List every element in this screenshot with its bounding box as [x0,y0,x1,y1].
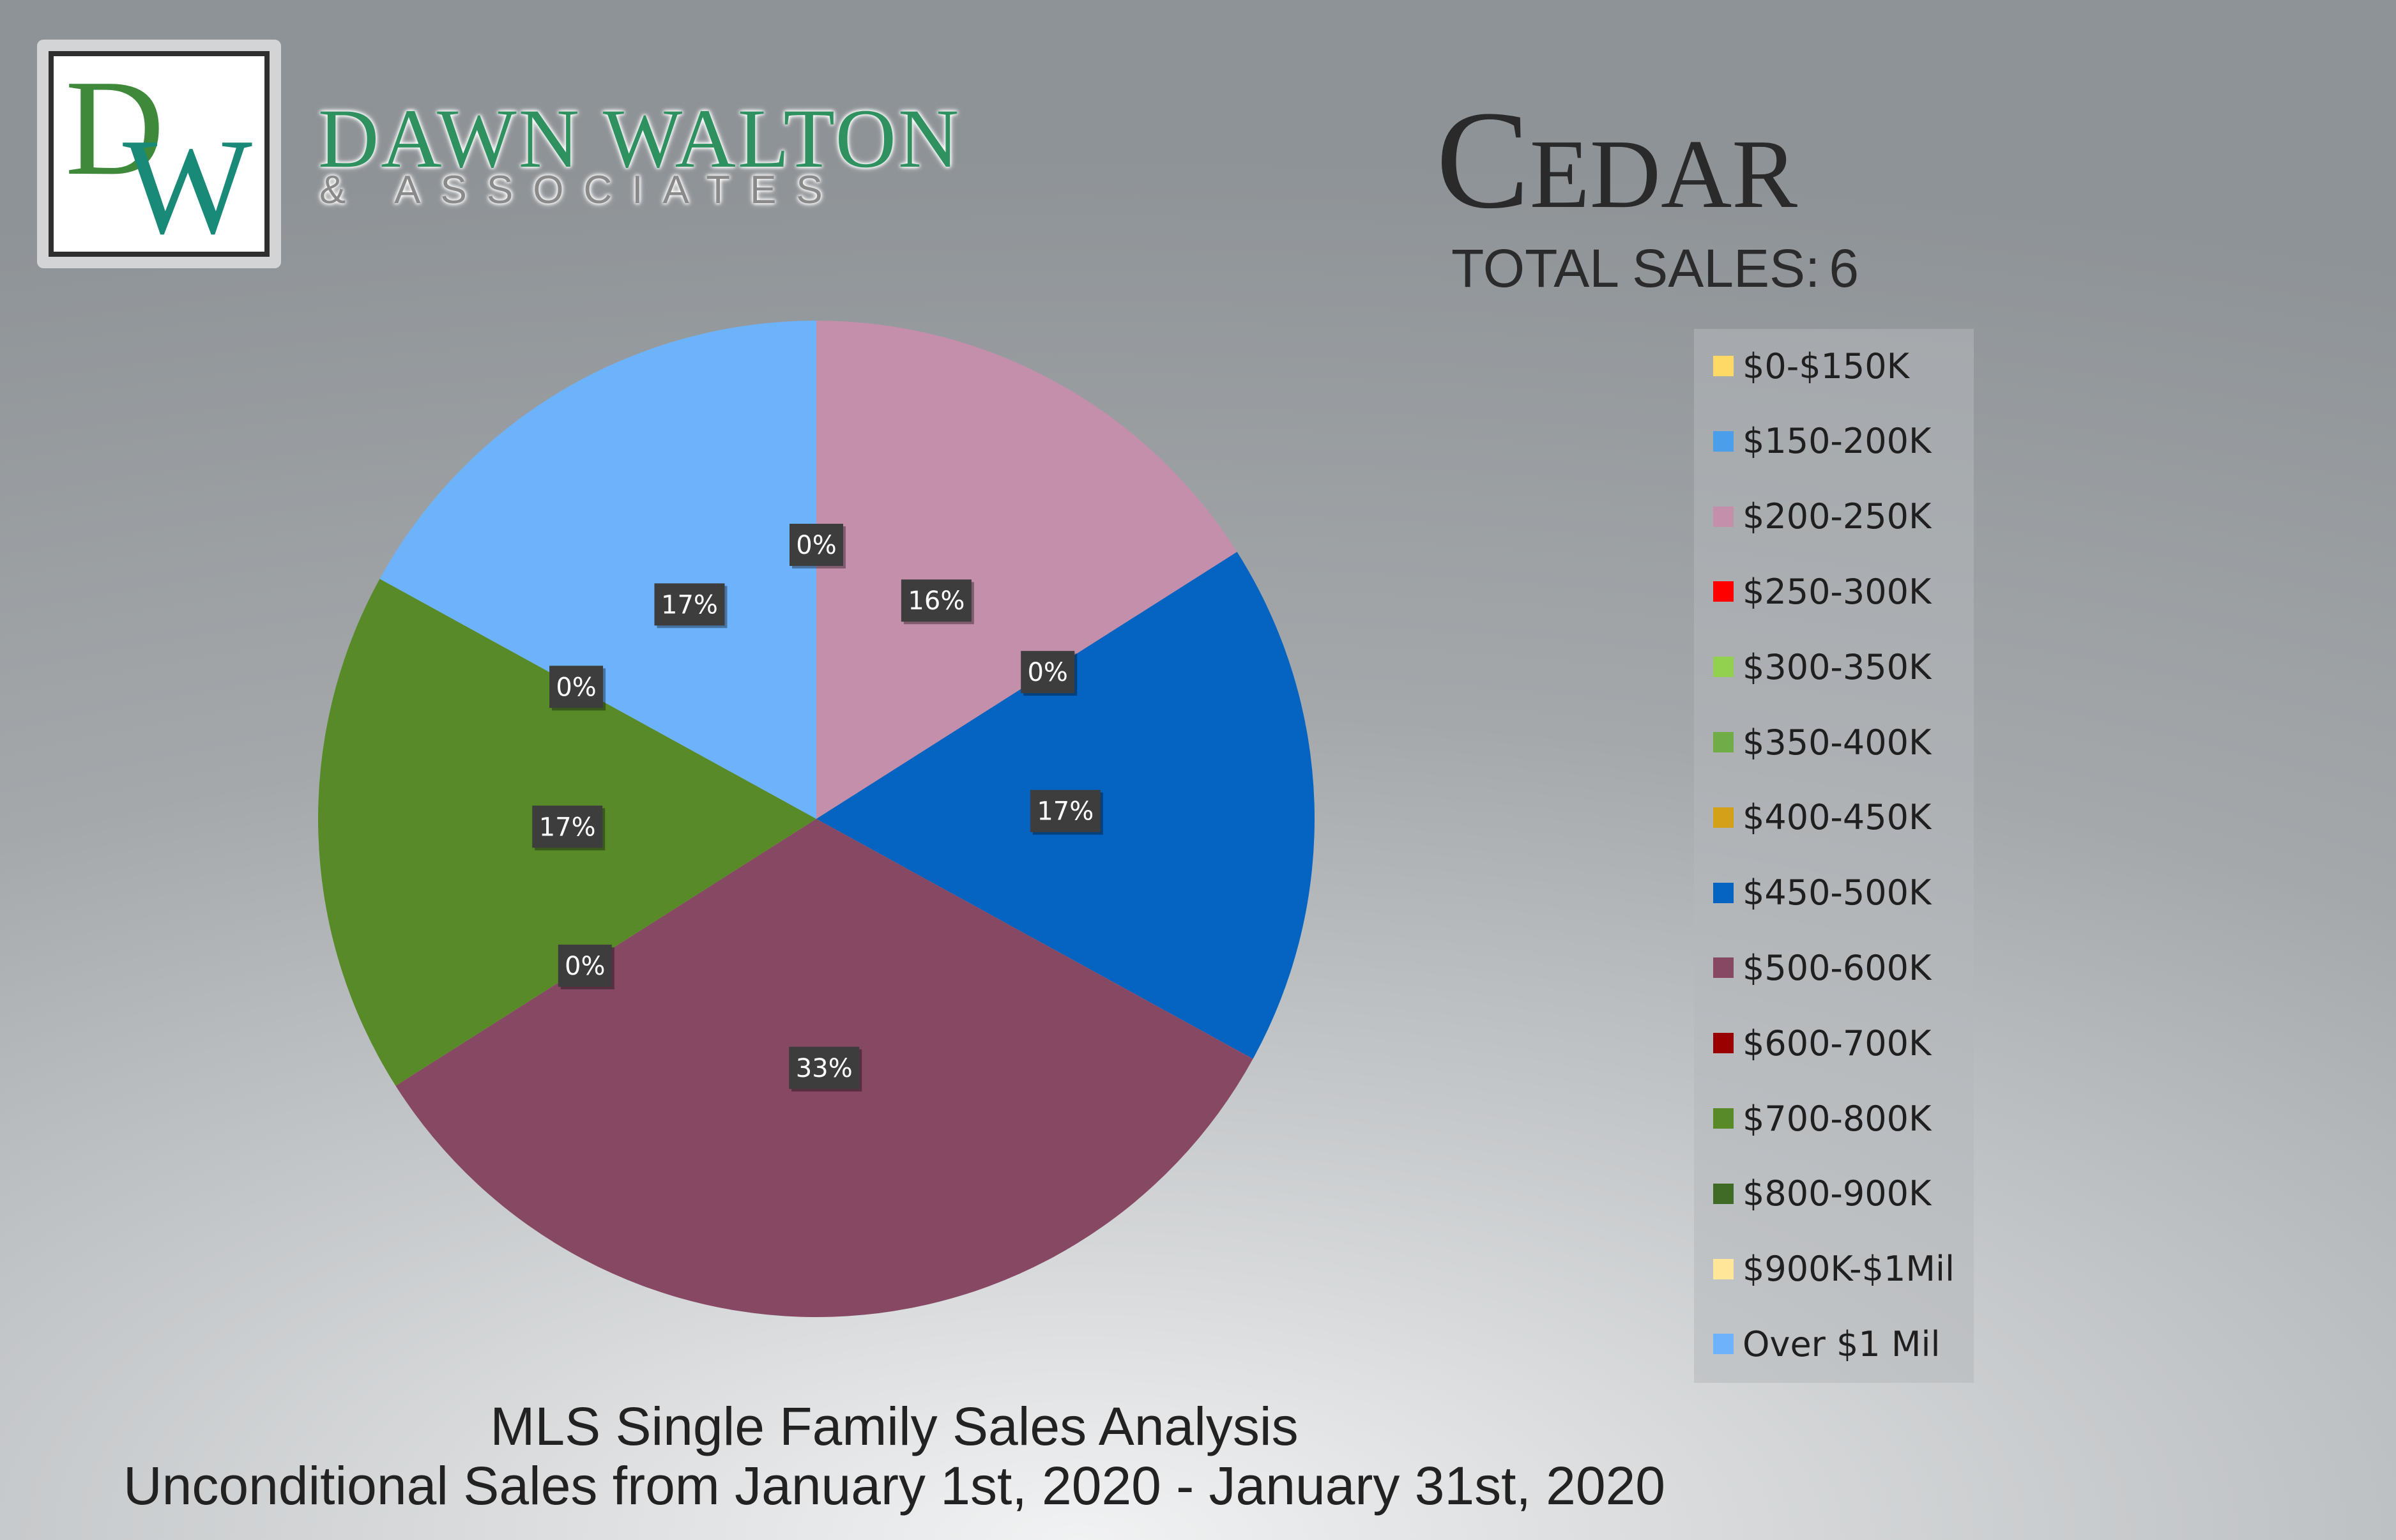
legend-item-800-900k: $800-900K [1713,1168,1931,1219]
legend-item-300-350k: $300-350K [1713,641,1931,692]
total-sales-label: TOTAL SALES: [1451,238,1820,298]
legend-swatch [1713,356,1734,376]
pie-slice-200-250k [816,321,1237,819]
footer-title: MLS Single Family Sales Analysis [490,1396,1299,1456]
legend-item-500-600k: $500-600K [1713,942,1931,993]
svg-text:0%: 0% [1027,658,1067,687]
logo-frame: D W [49,51,270,257]
data-label-600-700k: 0% [558,944,614,989]
legend-item-350-400k: $350-400K [1713,717,1931,768]
legend-swatch [1713,657,1734,678]
data-label-over-1-mil: 17% [654,583,728,629]
legend-item-450-500k: $450-500K [1713,867,1931,919]
legend-label: $250-300K [1743,571,1932,612]
legend-swatch [1713,431,1734,452]
data-label-700-800k: 17% [532,805,606,851]
svg-text:17%: 17% [661,590,718,620]
page-title: Cedar [1436,82,1797,238]
legend-label: $150-200K [1743,421,1932,462]
pie-slice-over-1-mil [379,321,816,819]
legend-swatch [1713,1033,1734,1054]
legend-swatch [1713,882,1734,903]
data-label-500-600k: 33% [789,1046,862,1092]
svg-text:17%: 17% [1037,797,1094,827]
legend-label: $0-$150K [1743,346,1910,386]
legend-swatch [1713,581,1734,602]
data-label-800-900k: 0% [549,666,606,711]
data-label-0-150k: 0% [790,524,846,568]
legend-swatch [1713,807,1734,828]
legend-item-250-300k: $250-300K [1713,566,1931,617]
pie-chart: 0% 16% 0% 17% 33% 0% 17% 0% 17% [317,321,1315,1317]
legend-label: $350-400K [1743,722,1932,763]
brand-name: DAWN WALTON [318,91,961,185]
legend-label: $900K-$1Mil [1743,1249,1955,1290]
total-sales-value: 6 [1829,238,1859,298]
svg-text:0%: 0% [565,952,605,981]
legend-item-0-150k: $0-$150K [1713,340,1909,392]
legend-swatch [1713,1258,1734,1279]
svg-text:17%: 17% [539,812,596,842]
legend-item-400-450k: $400-450K [1713,792,1931,843]
legend-swatch [1713,732,1734,752]
legend-swatch [1713,957,1734,979]
logo-letter-w: W [123,110,252,263]
legend-swatch [1713,1108,1734,1129]
data-label-250-300k: 0% [1021,651,1078,696]
brand-subtitle: & ASSOCIATES [319,168,843,212]
legend-swatch [1713,506,1734,527]
legend-label: $600-700K [1743,1023,1932,1064]
svg-text:0%: 0% [796,531,836,560]
logo-letter-d: D [65,51,165,204]
legend-label: $200-250K [1743,496,1932,537]
total-sales: TOTAL SALES: 6 [1451,238,1859,300]
legend-label: $800-900K [1743,1173,1932,1214]
legend-item-200-250k: $200-250K [1713,491,1931,542]
legend-swatch [1713,1183,1734,1204]
legend-swatch [1713,1334,1734,1355]
legend-label: Over $1 Mil [1743,1323,1941,1364]
data-label-450-500k: 17% [1030,789,1103,835]
legend-item-900k-1mil: $900K-$1Mil [1713,1244,1955,1295]
legend-item-150-200k: $150-200K [1713,416,1931,467]
legend-item-700-800k: $700-800K [1713,1093,1931,1144]
legend-item-600-700k: $600-700K [1713,1018,1931,1069]
legend-label: $300-350K [1743,646,1932,687]
legend-label: $700-800K [1743,1098,1932,1139]
legend-item-over-1-mil: Over $1 Mil [1713,1318,1941,1369]
legend-label: $450-500K [1743,873,1932,913]
legend-label: $500-600K [1743,947,1932,988]
data-label-200-250k: 16% [901,579,974,625]
footer-date-range: Unconditional Sales from January 1st, 20… [123,1456,1666,1516]
svg-text:33%: 33% [796,1054,853,1083]
svg-text:16%: 16% [908,586,965,616]
legend-label: $400-450K [1743,797,1932,838]
logo: D W [37,40,281,268]
svg-text:0%: 0% [556,673,596,702]
chart-legend: $0-$150K $150-200K $200-250K $250-300K $300-… [1694,329,1974,1383]
